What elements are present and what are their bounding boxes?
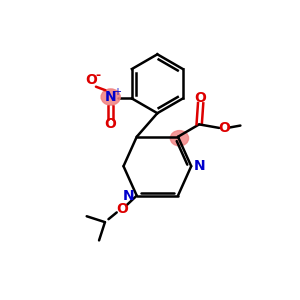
Text: -: -: [96, 69, 101, 82]
Text: O: O: [219, 121, 230, 135]
Text: O: O: [85, 73, 97, 87]
Text: N: N: [123, 189, 134, 202]
Ellipse shape: [101, 89, 120, 105]
Text: N: N: [105, 90, 116, 104]
Text: O: O: [195, 91, 207, 105]
Text: O: O: [116, 202, 128, 216]
Text: N: N: [194, 159, 205, 173]
Text: O: O: [105, 117, 117, 131]
Ellipse shape: [170, 130, 189, 146]
Text: +: +: [113, 87, 121, 97]
